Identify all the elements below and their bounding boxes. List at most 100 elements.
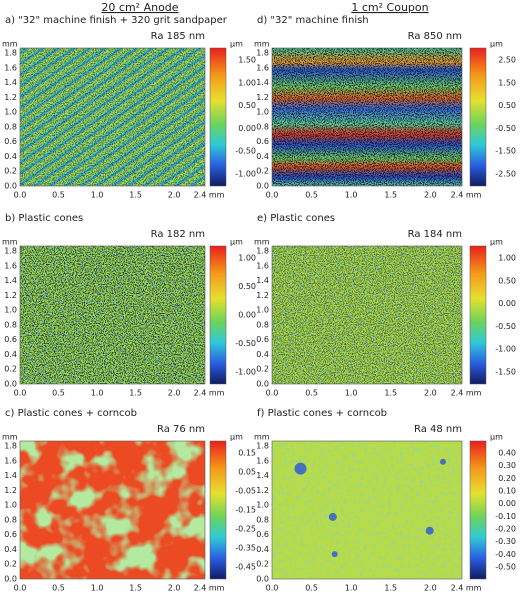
colorbar-tick-label: 1.50 <box>498 78 516 87</box>
x-tick-label: 2.0 <box>168 191 181 200</box>
colorbar-unit: µm <box>490 40 503 49</box>
colorbar-unit: µm <box>230 238 243 247</box>
y-tick-label: 1.6 <box>4 261 17 270</box>
plot-frame <box>19 440 206 580</box>
x-tick-label: 1.0 <box>345 191 358 200</box>
y-tick-label: 1.0 <box>256 306 269 315</box>
y-tick-label: 1.0 <box>4 306 17 315</box>
surface-pit <box>294 462 307 475</box>
plot-frame <box>19 47 206 187</box>
y-tick-label: 0.8 <box>4 515 17 524</box>
x-end-label: 2.4 mm <box>194 191 225 200</box>
x-end-label: 2.4 mm <box>451 584 482 593</box>
x-tick-label: 0.0 <box>266 191 279 200</box>
y-tick-label: 1.4 <box>4 471 17 480</box>
y-tick-label: 1.4 <box>4 78 17 87</box>
x-tick-label: 0.0 <box>14 584 27 593</box>
colorbar <box>469 245 487 385</box>
colorbar-tick-label: 2.50 <box>498 56 516 65</box>
y-tick-label: 0.0 <box>256 182 269 191</box>
y-tick-label: 0.6 <box>256 137 269 146</box>
y-unit: mm <box>254 433 270 442</box>
y-tick-label: 1.6 <box>4 63 17 72</box>
y-tick-label: 1.2 <box>256 291 269 300</box>
x-tick-label: 0.5 <box>305 584 318 593</box>
y-tick-label: 0.6 <box>4 137 17 146</box>
surface-noise <box>20 441 205 579</box>
x-tick-label: 1.0 <box>345 584 358 593</box>
y-tick-label: 1.8 <box>256 442 269 451</box>
colorbar-tick-label: 0.50 <box>498 276 516 285</box>
y-tick-label: 1.4 <box>256 276 269 285</box>
y-tick-label: 0.8 <box>256 320 269 329</box>
colorbar-tick-label: -1.00 <box>495 345 516 354</box>
colorbar-tick-label: 0.00 <box>238 124 256 133</box>
y-unit: mm <box>2 433 18 442</box>
y-tick-label: 0.2 <box>256 167 269 176</box>
x-tick-label: 1.5 <box>384 191 397 200</box>
y-tick-label: 1.6 <box>256 63 269 72</box>
x-tick-label: 1.0 <box>345 389 358 398</box>
y-tick-label: 0.8 <box>4 122 17 131</box>
y-tick-label: 1.0 <box>4 501 17 510</box>
colorbar-tick-label: 1.50 <box>238 56 256 65</box>
colorbar-tick-label: 0.50 <box>238 282 256 291</box>
colorbar-tick-label: 0.30 <box>498 461 516 470</box>
y-tick-label: 0.2 <box>4 167 17 176</box>
colorbar-tick-label: 1.00 <box>498 254 516 263</box>
x-tick-label: 2.0 <box>424 584 437 593</box>
y-tick-label: 0.0 <box>256 380 269 389</box>
colorbar-tick-label: -0.20 <box>495 525 516 534</box>
x-end-label: 2.4 mm <box>451 191 482 200</box>
colorbar-tick-label: -1.00 <box>235 170 256 179</box>
y-tick-label: 1.6 <box>256 261 269 270</box>
y-tick-label: 0.0 <box>4 575 17 584</box>
y-tick-label: 1.8 <box>256 247 269 256</box>
colorbar-tick-label: -0.40 <box>495 550 516 559</box>
colorbar-tick-label: -0.15 <box>235 506 256 515</box>
y-tick-label: 1.8 <box>4 442 17 451</box>
x-tick-label: 2.0 <box>168 584 181 593</box>
colorbar-tick-label: -0.25 <box>235 525 256 534</box>
y-tick-label: 1.0 <box>4 108 17 117</box>
column-header: 20 cm² Anode <box>101 1 178 14</box>
surface-noise <box>20 246 205 384</box>
colorbar-tick-label: -1.00 <box>235 368 256 377</box>
surface-noise <box>272 441 462 579</box>
y-tick-label: 1.0 <box>256 501 269 510</box>
y-tick-label: 0.8 <box>256 122 269 131</box>
y-tick-label: 0.4 <box>4 545 17 554</box>
x-tick-label: 1.5 <box>384 584 397 593</box>
x-tick-label: 2.0 <box>424 389 437 398</box>
y-tick-label: 0.8 <box>4 320 17 329</box>
surface-pit <box>328 512 337 521</box>
y-tick-label: 1.6 <box>4 456 17 465</box>
column-header: 1 cm² Coupon <box>351 1 428 14</box>
surface-pit <box>440 458 446 465</box>
y-unit: mm <box>2 238 18 247</box>
colorbar-unit: µm <box>490 238 503 247</box>
panel-title: e) Plastic cones <box>257 213 335 224</box>
y-tick-label: 1.2 <box>256 93 269 102</box>
colorbar <box>469 440 487 580</box>
colorbar-tick-label: -0.05 <box>235 487 256 496</box>
x-tick-label: 2.0 <box>424 191 437 200</box>
y-tick-label: 0.2 <box>4 365 17 374</box>
roughness-label: Ra 850 nm <box>408 31 462 42</box>
colorbar-tick-label: 0.20 <box>498 474 516 483</box>
y-tick-label: 0.6 <box>256 530 269 539</box>
y-tick-label: 1.2 <box>4 291 17 300</box>
y-tick-label: 0.0 <box>256 575 269 584</box>
plot-frame <box>271 245 463 385</box>
surface-pit <box>425 526 434 535</box>
surface-noise <box>272 48 462 186</box>
plot-frame <box>271 47 463 187</box>
y-tick-label: 1.4 <box>256 471 269 480</box>
x-tick-label: 1.5 <box>129 191 142 200</box>
y-tick-label: 0.6 <box>4 335 17 344</box>
x-end-label: 2.4 mm <box>194 389 225 398</box>
x-tick-label: 0.5 <box>52 584 65 593</box>
colorbar-tick-label: 0.05 <box>238 468 256 477</box>
y-tick-label: 0.4 <box>4 152 17 161</box>
y-tick-label: 0.4 <box>256 152 269 161</box>
